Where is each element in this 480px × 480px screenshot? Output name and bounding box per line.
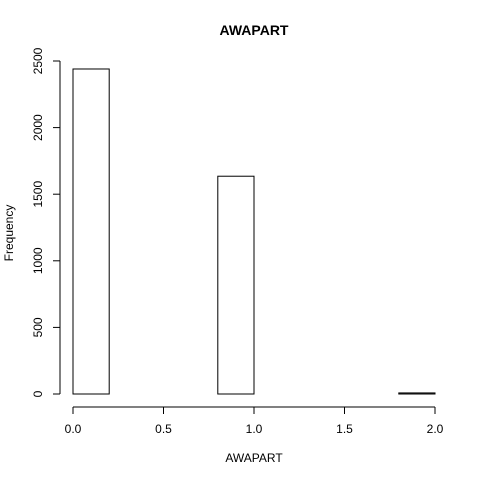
y-axis-tick-label: 2500 [31,47,45,74]
histogram-bar [398,392,436,395]
bars-layer [72,68,436,395]
x-axis-title: AWAPART [225,451,283,465]
x-axis-tick-label: 0.5 [155,422,172,436]
y-axis: 0 500 1000 1500 2000 2500 [31,47,61,397]
chart-title: AWAPART [220,22,289,38]
y-axis-tick-label: 500 [31,317,45,337]
x-axis: 0.0 0.5 1.0 1.5 2.0 [65,406,444,436]
histogram-bar [72,68,110,395]
x-axis-tick-label: 0.0 [65,422,82,436]
y-axis-tick-label: 1500 [31,181,45,208]
histogram-bar [217,175,255,395]
y-axis-tick-label: 2000 [31,114,45,141]
x-axis-tick-label: 1.5 [336,422,353,436]
x-axis-tick-label: 1.0 [246,422,263,436]
x-axis-tick-label: 2.0 [427,422,444,436]
y-axis-tick-label: 0 [31,390,45,397]
y-axis-title: Frequency [2,205,16,262]
y-axis-tick-label: 1000 [31,247,45,274]
